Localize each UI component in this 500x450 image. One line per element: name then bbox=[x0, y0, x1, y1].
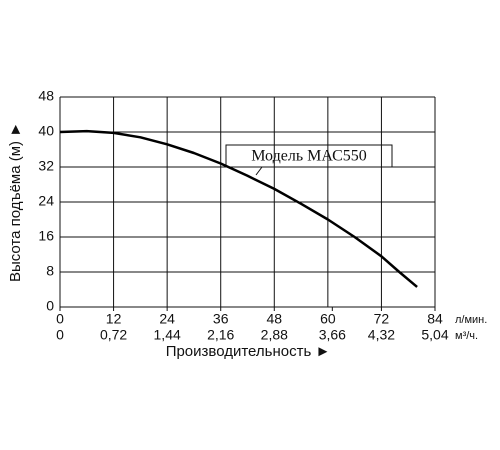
y-tick-label: 8 bbox=[46, 263, 54, 279]
x-tick-label: 24 bbox=[159, 311, 175, 327]
y-tick-label: 40 bbox=[38, 123, 54, 139]
leader-line bbox=[255, 166, 263, 176]
x2-tick-label: 0,72 bbox=[100, 327, 127, 343]
x-tick-label: 72 bbox=[374, 311, 390, 327]
y-tick-label: 16 bbox=[38, 228, 54, 244]
series-label: Модель МАС550 bbox=[251, 148, 367, 165]
y-axis-label: Высота подъёма (м) ► bbox=[7, 122, 24, 282]
x-axis-label: Производительность ► bbox=[166, 343, 331, 360]
x-tick-label: 36 bbox=[213, 311, 229, 327]
y-tick-label: 0 bbox=[46, 298, 54, 314]
x-tick-label: 48 bbox=[266, 311, 282, 327]
x2-tick-label: 1,44 bbox=[154, 327, 181, 343]
x2-tick-label: 5,04 bbox=[421, 327, 448, 343]
x2-tick-label: 0 bbox=[56, 327, 64, 343]
x-tick-label: 60 bbox=[320, 311, 336, 327]
curve bbox=[59, 129, 418, 288]
y-tick-label: 48 bbox=[38, 88, 54, 104]
y-tick-label: 32 bbox=[38, 158, 54, 174]
x-tick-label: 12 bbox=[106, 311, 122, 327]
x-tick-label: 0 bbox=[56, 311, 64, 327]
x-unit: л/мин. bbox=[455, 314, 487, 326]
x-tick-label: 84 bbox=[427, 311, 443, 327]
x2-tick-label: 2,88 bbox=[261, 327, 288, 343]
x2-tick-label: 2,16 bbox=[207, 327, 234, 343]
x2-tick-label: 3,66 bbox=[319, 327, 346, 343]
y-tick-label: 24 bbox=[38, 193, 54, 209]
x2-unit: м³/ч. bbox=[455, 330, 478, 342]
x2-tick-label: 4,32 bbox=[368, 327, 395, 343]
